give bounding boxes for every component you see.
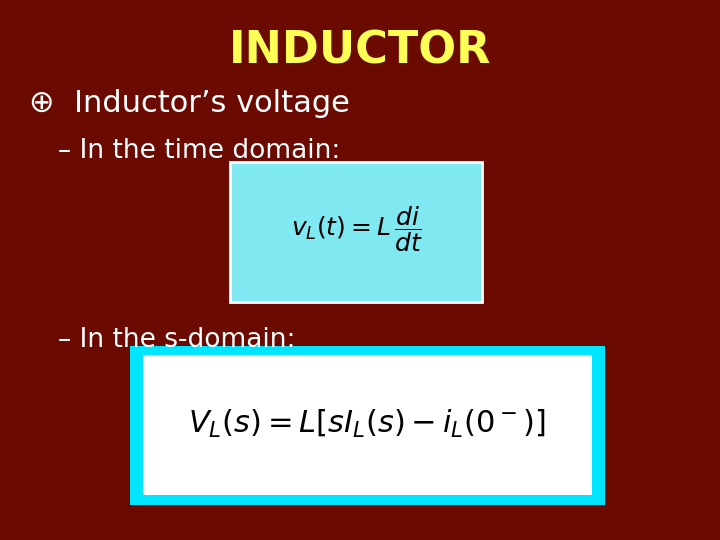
Bar bbox=[130, 346, 605, 505]
Text: – In the s-domain:: – In the s-domain: bbox=[58, 327, 295, 353]
Text: – In the time domain:: – In the time domain: bbox=[58, 138, 340, 164]
Text: $v_L(t) = L\,\dfrac{di}{dt}$: $v_L(t) = L\,\dfrac{di}{dt}$ bbox=[291, 205, 422, 254]
Text: INDUCTOR: INDUCTOR bbox=[229, 30, 491, 73]
Text: ⊕  Inductor’s voltage: ⊕ Inductor’s voltage bbox=[29, 89, 350, 118]
Bar bbox=[230, 162, 482, 302]
Text: $V_L(s) = L[sI_L(s) - i_L(0^-)]$: $V_L(s) = L[sI_L(s) - i_L(0^-)]$ bbox=[189, 408, 546, 440]
Bar bbox=[143, 355, 592, 495]
